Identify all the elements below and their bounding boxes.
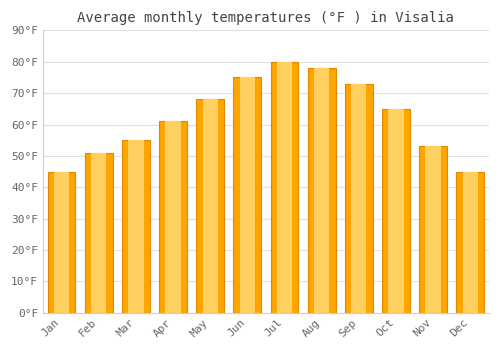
- Bar: [270, 62, 298, 313]
- Bar: [240, 77, 255, 313]
- Bar: [196, 99, 224, 313]
- Bar: [48, 172, 76, 313]
- Bar: [202, 99, 218, 313]
- Bar: [54, 172, 69, 313]
- Bar: [166, 121, 180, 313]
- Bar: [159, 121, 187, 313]
- Bar: [128, 140, 144, 313]
- Bar: [91, 153, 106, 313]
- Bar: [85, 153, 112, 313]
- Bar: [314, 68, 330, 313]
- Bar: [234, 77, 262, 313]
- Bar: [277, 62, 292, 313]
- Bar: [388, 109, 404, 313]
- Bar: [462, 172, 478, 313]
- Bar: [308, 68, 336, 313]
- Title: Average monthly temperatures (°F ) in Visalia: Average monthly temperatures (°F ) in Vi…: [78, 11, 454, 25]
- Bar: [456, 172, 484, 313]
- Bar: [345, 84, 373, 313]
- Bar: [382, 109, 410, 313]
- Bar: [351, 84, 366, 313]
- Bar: [419, 146, 447, 313]
- Bar: [122, 140, 150, 313]
- Bar: [426, 146, 441, 313]
